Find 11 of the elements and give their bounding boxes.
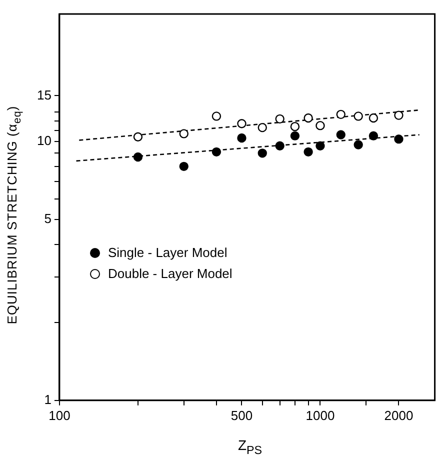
legend-label: Single - Layer Model bbox=[108, 245, 228, 260]
x-tick-label: 2000 bbox=[384, 408, 414, 423]
y-tick-label: 1 bbox=[44, 392, 52, 407]
y-tick-label: 5 bbox=[44, 210, 52, 226]
x-axis-title: Z$_{PS}$ bbox=[238, 437, 262, 457]
legend-label: Double - Layer Model bbox=[108, 266, 232, 281]
x-tick-label: 500 bbox=[230, 408, 253, 423]
x-tick-label: 1000 bbox=[306, 408, 335, 423]
y-tick-label: 10 bbox=[36, 132, 52, 148]
x-tick-label: 100 bbox=[48, 408, 70, 423]
y-tick-label: 15 bbox=[36, 87, 52, 102]
